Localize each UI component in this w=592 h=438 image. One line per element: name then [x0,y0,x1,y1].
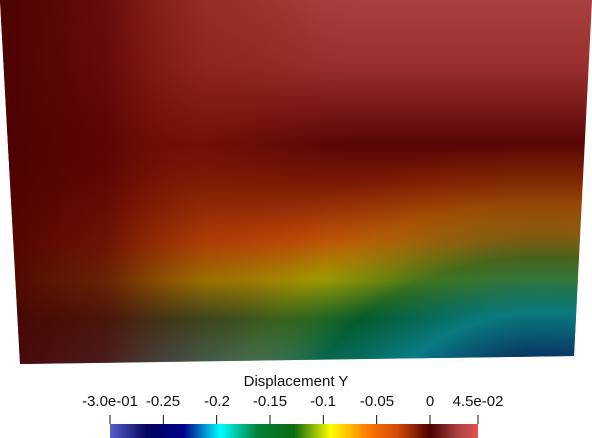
tick-label: 0 [425,393,435,410]
colorbar [110,424,478,438]
tick-label: -0.05 [359,393,395,410]
tick-label: -0.25 [145,393,181,410]
tick-label: -0.2 [204,393,230,410]
tick-label: 4.5e-02 [452,393,504,410]
tick-label: -3.0e-01 [82,393,138,410]
tick-label: -0.1 [310,393,336,410]
colorbar-title: Displacement Y [243,373,349,390]
tick-label: -0.15 [252,393,288,410]
colorbar-tick-marks [109,415,479,424]
